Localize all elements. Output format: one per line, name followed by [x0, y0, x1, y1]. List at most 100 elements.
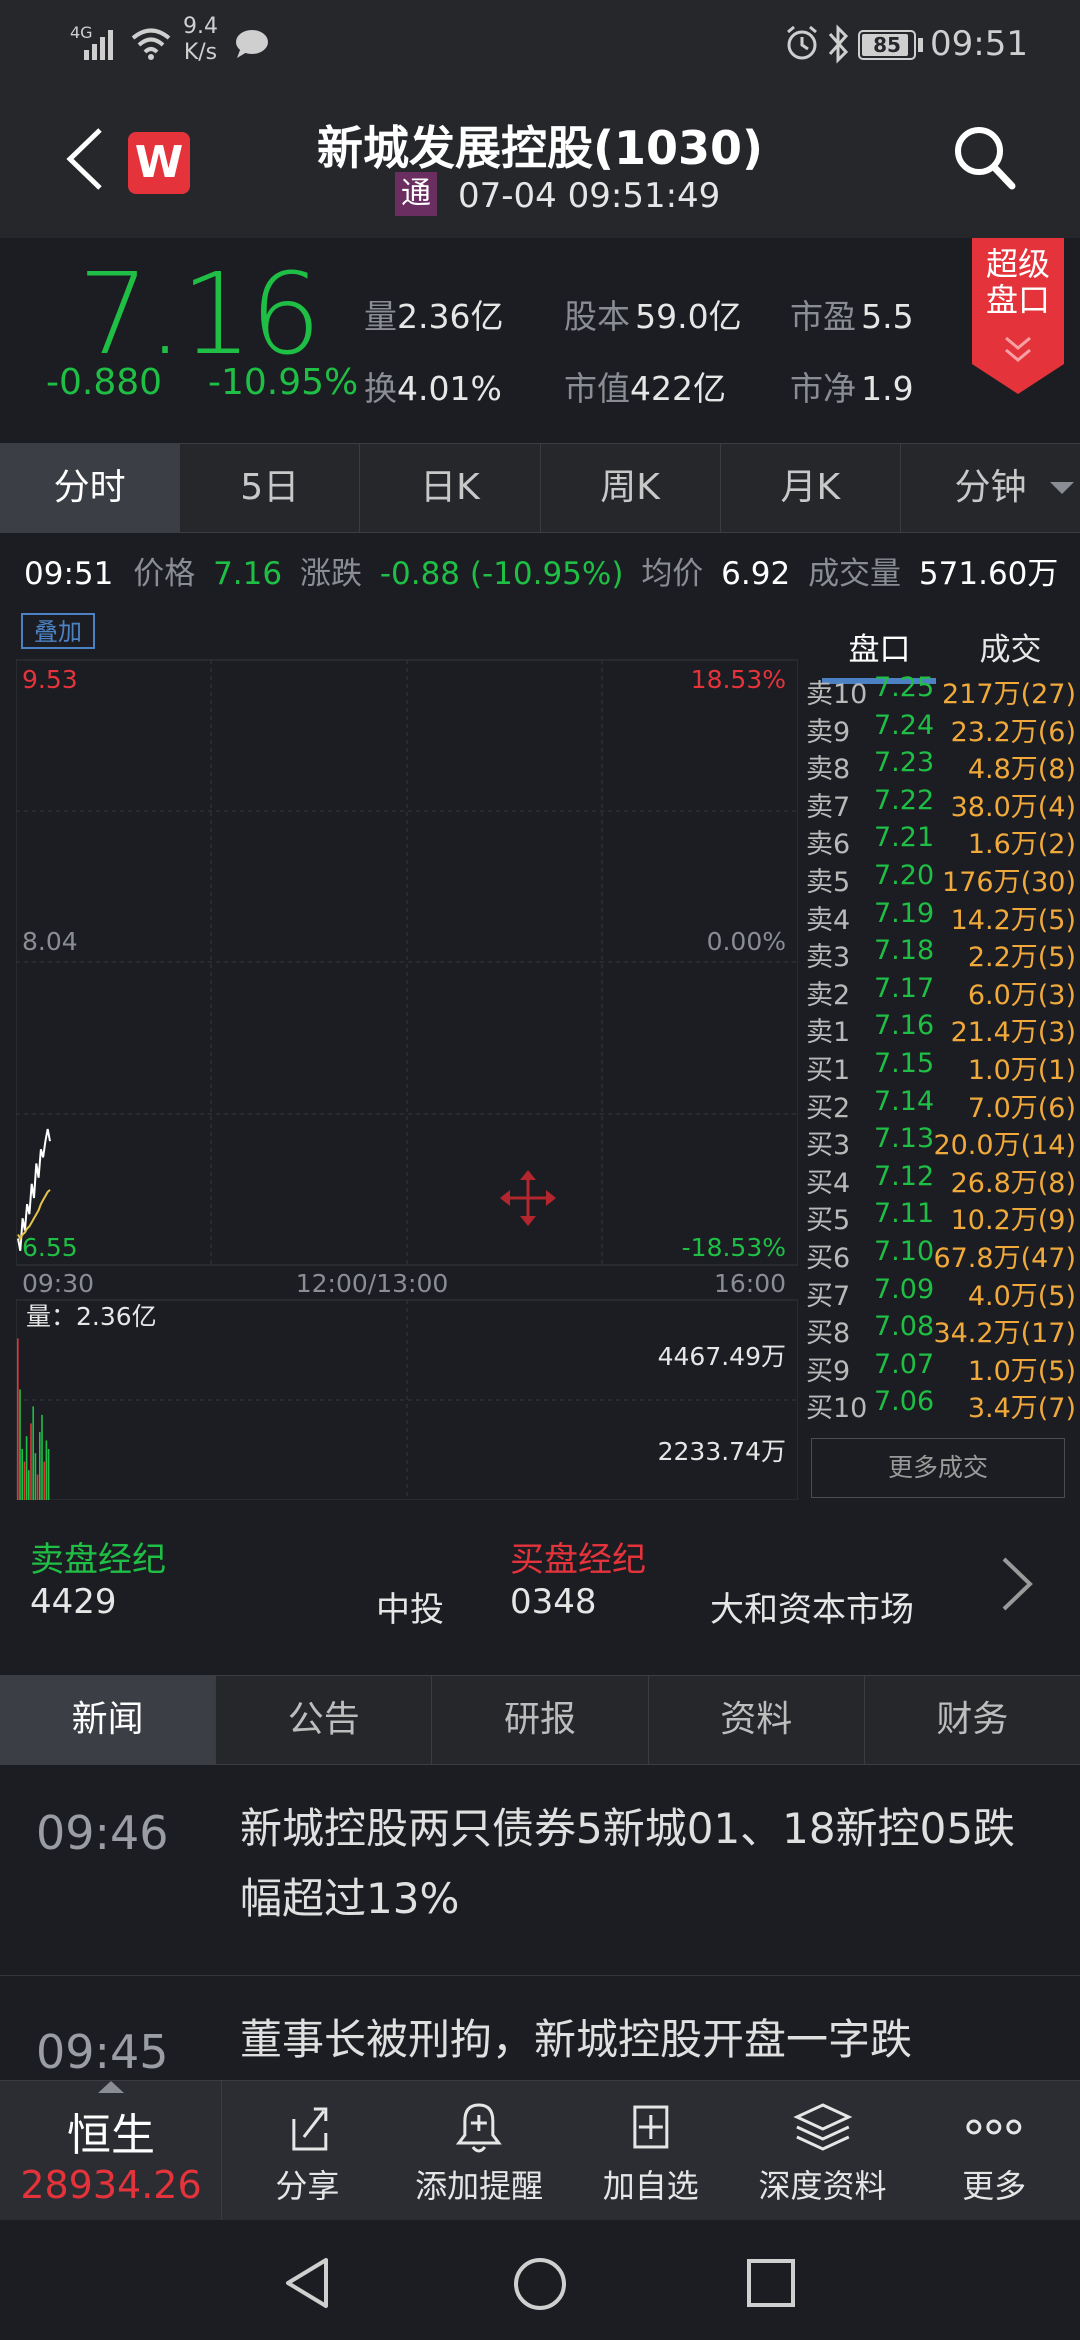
orderbook-volume: 4.0万(5) [967, 1280, 1076, 1312]
expand-icon[interactable] [500, 1170, 556, 1226]
last-price: 7.16 [78, 250, 321, 380]
orderbook-price: 7.11 [874, 1198, 935, 1230]
tab-weekly-k[interactable]: 周K [541, 444, 721, 532]
price-line [17, 1128, 51, 1251]
search-icon[interactable] [952, 124, 1016, 192]
more-button[interactable]: 更多 [908, 2081, 1080, 2220]
back-icon[interactable] [62, 126, 106, 192]
signal-icon: 4G [70, 23, 113, 60]
tab-daily-k[interactable]: 日K [360, 444, 541, 532]
sell-broker-name: 中投 [376, 1590, 444, 1630]
more-dots-icon [966, 2119, 1022, 2135]
orderbook-price: 7.25 [874, 672, 935, 703]
y-axis-mid-pct: 0.00% [707, 927, 786, 956]
y-axis-low: 6.55 [22, 1233, 78, 1262]
deep-data-button[interactable]: 深度资料 [737, 2081, 909, 2220]
volume-bar [41, 1414, 43, 1500]
overlay-button[interactable] [21, 613, 95, 649]
volume-bar [19, 1389, 21, 1500]
orderbook-level: 买7 [806, 1280, 851, 1312]
index-name: 恒生 [67, 2110, 155, 2161]
orderbook-price: 7.12 [874, 1160, 935, 1192]
orderbook-volume: 1.6万(2) [967, 829, 1076, 861]
dropdown-caret-icon [1050, 482, 1075, 494]
tab-profile[interactable]: 资料 [649, 1676, 865, 1764]
connect-badge: 通 [395, 172, 437, 216]
super-orderbook-button[interactable]: 超级 盘口 [972, 238, 1064, 396]
chevron-right-icon[interactable] [1000, 1556, 1034, 1612]
more-trades-button[interactable]: 更多成交 [811, 1438, 1065, 1498]
orderbook-row: 买4 7.12 26.8万(8) [806, 1160, 1080, 1199]
tab-announcements[interactable]: 公告 [216, 1676, 433, 1764]
stat-market-cap: 市值422亿 [564, 369, 726, 408]
share-icon [291, 2107, 327, 2151]
orderbook-row: 买9 7.07 1.0万(5) [806, 1349, 1080, 1387]
tab-news[interactable]: 新闻 [0, 1676, 217, 1764]
share-button[interactable]: 分享 [222, 2081, 394, 2220]
orderbook-volume: 176万(30) [942, 867, 1076, 898]
orderbook-price: 7.20 [874, 860, 935, 891]
tab-5day[interactable]: 5日 [180, 444, 361, 532]
y-axis-low-pct: -18.53% [682, 1233, 786, 1262]
orderbook-level: 买3 [806, 1130, 851, 1162]
volume-bar [28, 1470, 30, 1500]
add-box-icon [633, 2105, 669, 2149]
tab-orderbook[interactable]: 盘口 [848, 632, 911, 668]
stat-pe: 市盈 5.5 [790, 297, 914, 336]
orderbook-price: 7.10 [874, 1236, 935, 1267]
message-icon [236, 30, 268, 58]
orderbook-price: 7.17 [874, 972, 935, 1004]
volume-axis-top: 4467.49万 [658, 1342, 786, 1371]
orderbook-price: 7.19 [874, 897, 935, 929]
tab-trades[interactable]: 成交 [979, 632, 1042, 668]
orderbook-level: 卖2 [806, 979, 851, 1011]
intraday-chart[interactable]: 叠加 9.53 18.53% 8.04 0.00% 6.55 -18.53% 0… [16, 610, 798, 1500]
add-watchlist-button[interactable]: 加自选 [565, 2081, 737, 2220]
volume-bar [21, 1449, 23, 1500]
orderbook-level: 买1 [806, 1055, 851, 1086]
news-time: 09:45 [36, 2025, 169, 2079]
add-alert-button[interactable]: 添加提醒 [393, 2081, 565, 2220]
avg-price-line [17, 1189, 51, 1241]
orderbook-row: 买3 7.13 20.0万(14) [806, 1123, 1080, 1162]
crosshair-info-line: 09:51 价格 7.16 涨跌 -0.88 (-10.95%) 均价 6.92… [24, 556, 1059, 592]
orderbook-level: 卖3 [806, 942, 851, 974]
tab-monthly-k[interactable]: 月K [721, 444, 901, 532]
tab-minute[interactable]: 分钟 [901, 444, 1080, 532]
orderbook-level: 买8 [806, 1318, 851, 1350]
buy-broker-name: 大和资本市场 [710, 1590, 914, 1630]
nav-back-icon[interactable] [282, 2256, 332, 2310]
orderbook-volume: 4.8万(8) [967, 754, 1076, 786]
orderbook-volume: 3.4万(7) [967, 1393, 1076, 1425]
battery-level: 85 [873, 33, 901, 57]
tab-research[interactable]: 研报 [432, 1676, 649, 1764]
nav-recents-icon[interactable] [746, 2258, 796, 2308]
volume-bars [17, 1338, 50, 1500]
orderbook-volume: 21.4万(3) [950, 1017, 1076, 1049]
orderbook-row: 卖3 7.18 2.2万(5) [806, 935, 1080, 974]
news-item[interactable]: 09:45 董事长被刑拘，新城控股开盘一字跌 [0, 1977, 1080, 2080]
broker-queue[interactable] [0, 1510, 1080, 1660]
clock: 09:51 [930, 24, 1028, 64]
tab-intraday[interactable]: 分时 [0, 444, 181, 532]
orderbook-price: 7.24 [874, 709, 935, 741]
wifi-icon [131, 28, 171, 60]
orderbook-level: 买10 [806, 1393, 868, 1425]
orderbook-row: 卖4 7.19 14.2万(5) [806, 897, 1080, 936]
orderbook-level: 卖7 [806, 791, 851, 823]
orderbook-level: 卖4 [806, 904, 851, 936]
volume-bar [43, 1461, 45, 1500]
caret-up-icon [98, 2081, 124, 2093]
price-series [17, 1128, 51, 1251]
orderbook-price: 7.18 [874, 935, 935, 967]
volume-bar [39, 1432, 41, 1500]
status-bar: 4G 9.4 K/s 85 09:51 [0, 0, 1080, 90]
orderbook-level: 买6 [806, 1243, 851, 1274]
sell-broker-code: 4429 [30, 1582, 117, 1622]
tab-financials[interactable]: 财务 [936, 1699, 1009, 1740]
index-ticker[interactable]: 恒生 28934.26 [0, 2081, 222, 2220]
nav-home-icon[interactable] [512, 2256, 568, 2312]
system-nav-bar [0, 2220, 1080, 2340]
volume-bar [32, 1406, 34, 1500]
news-item[interactable]: 09:46 新城控股两只债券5新城01、18新控05跌幅超过13% [0, 1766, 1080, 1976]
